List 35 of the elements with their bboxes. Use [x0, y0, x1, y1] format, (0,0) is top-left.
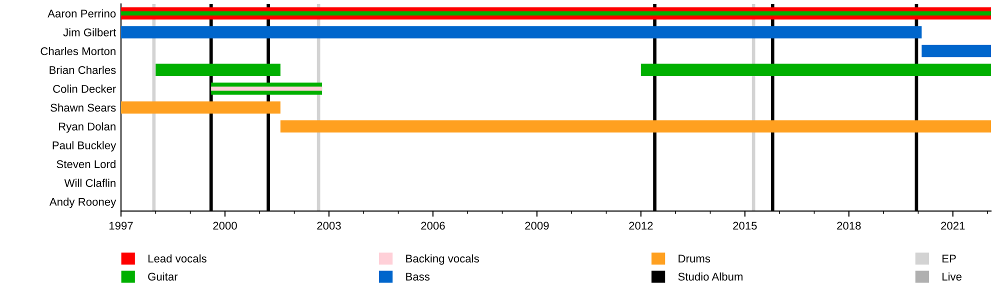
- y-tick-label: Jim Gilbert: [63, 28, 116, 36]
- legend-label: Backing vocals: [406, 254, 479, 265]
- x-tick-label: 2012: [629, 222, 653, 230]
- x-tick-label: 2021: [941, 222, 965, 230]
- y-tick-label: Steven Lord: [56, 160, 116, 168]
- x-tick-label: 2009: [525, 222, 549, 230]
- x-tick-label: 2018: [837, 222, 861, 230]
- x-tick-label: 2006: [421, 222, 445, 230]
- y-tick-label: Andy Rooney: [49, 198, 116, 208]
- legend-label: Lead vocals: [148, 254, 206, 263]
- y-tick-label: Will Claflin: [64, 178, 116, 187]
- y-tick-label: Paul Buckley: [52, 141, 116, 152]
- y-tick-label: Colin Decker: [53, 84, 116, 93]
- legend-label: EP: [942, 254, 956, 262]
- x-tick-label: 2003: [317, 222, 341, 230]
- legend-label: Bass: [406, 272, 430, 281]
- bar: [211, 86, 322, 91]
- legend-label: Drums: [678, 254, 710, 263]
- y-tick-label: Charles Morton: [40, 47, 116, 56]
- bar: [121, 26, 922, 38]
- y-tick-label: Ryan Dolan: [58, 122, 116, 133]
- x-tick-label: 2015: [733, 222, 757, 230]
- bar: [121, 101, 280, 114]
- legend-label: Studio Album: [678, 272, 742, 281]
- y-tick-label: Aaron Perrino: [48, 9, 116, 18]
- x-tick-label: 1997: [109, 222, 133, 230]
- text: Live: [942, 272, 962, 281]
- bar: [280, 120, 991, 132]
- bar: [640, 64, 991, 76]
- y-tick-label: Shawn Sears: [50, 103, 116, 112]
- bar: [156, 64, 280, 76]
- bar: [922, 44, 991, 58]
- x-tick-label: 2000: [213, 222, 237, 230]
- y-tick-label: Brian Charles: [50, 66, 116, 74]
- legend-label: Guitar: [148, 272, 178, 281]
